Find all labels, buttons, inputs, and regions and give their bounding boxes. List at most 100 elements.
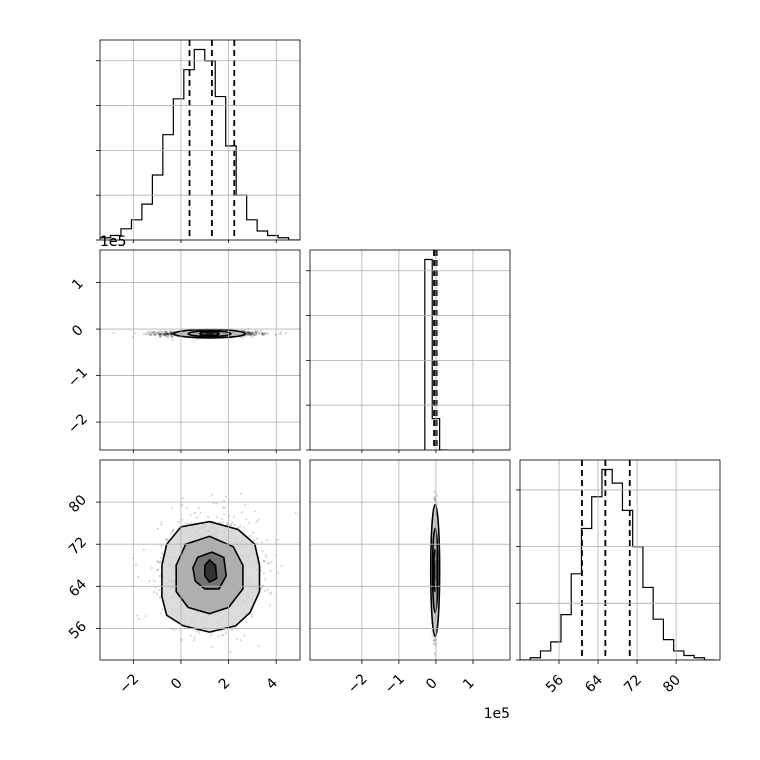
scatter-point — [260, 541, 263, 544]
scatter-point — [163, 334, 166, 337]
scatter-point — [220, 634, 224, 637]
scatter-point — [256, 537, 259, 541]
scatter-point — [170, 334, 173, 337]
scatter-point — [159, 332, 162, 335]
scatter-point — [245, 518, 248, 521]
scatter-point — [261, 549, 264, 553]
scatter-point — [159, 596, 162, 599]
scatter-point — [156, 561, 159, 564]
scatter-point — [266, 332, 270, 335]
scatter-point — [210, 645, 213, 648]
scatter-point — [152, 331, 155, 334]
scatter-point — [163, 332, 166, 335]
scatter-point — [158, 575, 161, 578]
scatter-point — [184, 521, 187, 524]
offset-label-hist-0: 1e5 — [100, 234, 126, 250]
gridlines-scatter-2-0 — [100, 460, 300, 660]
scatter-point — [263, 589, 266, 592]
scatter-point — [246, 332, 250, 335]
scatter-point — [264, 578, 267, 581]
scatter-point — [253, 333, 256, 336]
scatter-point — [251, 331, 254, 335]
scatter-point — [239, 492, 243, 495]
scatter-point — [159, 330, 162, 333]
gridlines-scatter-1-0 — [100, 250, 300, 450]
scatter-point — [169, 332, 172, 335]
scatter-point — [165, 330, 168, 333]
scatter-point — [280, 330, 283, 333]
scatter-point — [158, 588, 161, 592]
gridlines-hist-1 — [310, 250, 510, 451]
scatter-point — [154, 333, 157, 336]
scatter-point — [262, 333, 265, 336]
scatter-point — [155, 586, 158, 589]
scatter-point — [433, 639, 436, 642]
axes-frame-scatter-2-0 — [99, 459, 301, 661]
scatter-point — [137, 575, 140, 579]
scatter-point — [433, 499, 436, 502]
scatter-point — [223, 506, 226, 509]
scatter-point — [159, 560, 162, 563]
scatter-point — [249, 334, 252, 337]
scatter-point — [251, 331, 254, 334]
scatter-point — [192, 639, 195, 642]
scatter-point — [248, 330, 251, 333]
scatter-point — [249, 331, 252, 334]
offset-label-scatter-2-1: 1e5 — [484, 706, 510, 722]
scatter-point — [266, 539, 269, 542]
scatter-point — [258, 556, 261, 559]
scatter-point — [181, 504, 184, 507]
scatter-point — [245, 331, 248, 334]
scatter-point — [165, 331, 168, 334]
scatter-point — [195, 630, 198, 633]
scatter-point — [237, 526, 240, 529]
scatter-point — [148, 333, 151, 336]
scatter-point — [431, 634, 434, 637]
scatter-point — [147, 331, 150, 334]
scatter-point — [148, 332, 151, 335]
scatter-point — [251, 615, 254, 619]
scatter-point — [170, 333, 173, 336]
scatter-point — [170, 331, 173, 334]
scatter-point — [144, 615, 147, 618]
scatter-point — [245, 332, 248, 335]
scatter-point — [268, 604, 272, 607]
scatter-point — [160, 332, 163, 335]
scatter-point — [142, 333, 145, 336]
panel-hist-1 — [306, 249, 511, 453]
scatter-point — [217, 635, 220, 638]
x-tick-label-scatter-2-0-0: −2 — [116, 671, 142, 697]
scatter-point — [231, 521, 234, 525]
density-layer — [100, 40, 715, 660]
scatter-point — [160, 523, 163, 526]
scatter-point — [161, 334, 164, 337]
gridlines-scatter-2-1 — [310, 460, 510, 660]
scatter-point — [222, 634, 225, 637]
scatter-point — [257, 645, 261, 648]
scatter-point — [267, 561, 270, 565]
scatter-point — [433, 643, 436, 646]
scatter-point — [167, 333, 170, 336]
scatter-point — [158, 561, 161, 564]
y-tick-label-scatter-2-0-1: 64 — [66, 576, 90, 600]
scatter-point — [152, 331, 155, 334]
scatter-point — [222, 499, 225, 502]
y-tick-label-scatter-1-0-3: 1 — [69, 276, 87, 294]
scatter-point — [158, 335, 161, 338]
scatter-point — [229, 651, 232, 654]
scatter-point — [251, 333, 254, 337]
scatter-point — [263, 332, 266, 335]
x-tick-label-hist-2-1: 64 — [582, 672, 606, 696]
scatter-point — [254, 331, 257, 334]
scatter-point — [229, 523, 233, 526]
scatter-point — [254, 329, 257, 333]
scatter-point — [160, 331, 164, 334]
scatter-point — [149, 333, 152, 336]
scatter-point — [247, 332, 250, 335]
scatter-point — [162, 332, 165, 335]
scatter-point — [276, 538, 279, 542]
scatter-point — [235, 637, 238, 640]
scatter-point — [163, 333, 166, 336]
scatter-point — [112, 332, 115, 335]
scatter-point — [269, 569, 272, 573]
